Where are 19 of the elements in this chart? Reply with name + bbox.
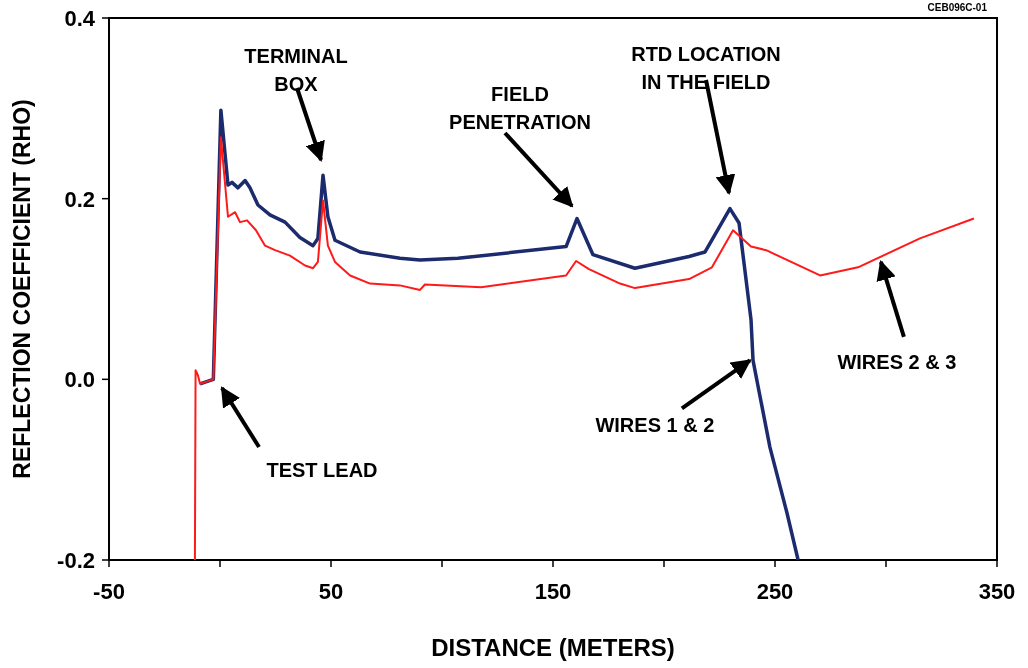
annotation: FIELD PENETRATION <box>449 83 591 133</box>
x-tick-label: 50 <box>318 579 344 604</box>
annotation: WIRES 2 & 3 <box>837 350 957 373</box>
y-tick-label: 0.4 <box>64 6 96 31</box>
x-axis-title: DISTANCE (METERS) <box>431 634 675 661</box>
annotation: RTD LOCATION IN THE FIELD <box>631 43 781 93</box>
y-tick-label: 0.0 <box>64 367 95 393</box>
x-tick-label: 150 <box>534 579 572 604</box>
annotation: TERMINAL BOX <box>244 45 348 95</box>
y-tick-label: 0.2 <box>64 186 95 212</box>
x-tick-label: 350 <box>978 579 1016 604</box>
text: CEB096C-01 <box>927 2 988 13</box>
y-tick-label: -0.2 <box>57 548 95 573</box>
x-tick-label: 250 <box>756 579 794 604</box>
y-axis-title: REFLECTION COEFFICIENT (RHO) <box>9 99 35 479</box>
x-tick-label: -50 <box>93 579 125 604</box>
annotation: TEST LEAD <box>266 459 378 481</box>
line-series <box>193 136 975 560</box>
annotation: WIRES 1 & 2 <box>595 414 715 437</box>
